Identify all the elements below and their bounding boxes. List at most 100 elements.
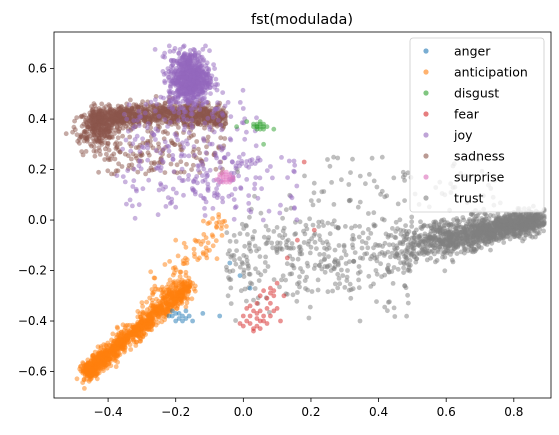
point-trust [331, 265, 336, 271]
point-trust [310, 202, 316, 208]
point-trust [419, 239, 425, 245]
point-trust [255, 270, 261, 275]
point-trust [446, 231, 452, 236]
point-anticipation [113, 364, 119, 370]
point-joy [130, 141, 136, 147]
point-anticipation [201, 232, 207, 237]
point-anticipation [141, 317, 147, 323]
point-sadness [208, 118, 214, 124]
point-joy [153, 97, 158, 102]
point-joy [188, 111, 194, 117]
point-trust [393, 247, 398, 253]
point-trust [227, 238, 233, 244]
point-trust [274, 248, 280, 254]
point-anticipation [156, 313, 161, 319]
point-trust [395, 266, 401, 272]
point-trust [317, 233, 322, 239]
point-trust [283, 207, 289, 213]
point-joy [177, 101, 182, 107]
point-sadness [72, 118, 77, 124]
point-joy [177, 89, 183, 95]
point-trust [263, 223, 269, 229]
point-trust [302, 173, 307, 179]
point-trust [446, 243, 451, 249]
point-anticipation [190, 280, 196, 286]
point-sadness [165, 109, 171, 115]
point-anticipation [150, 297, 155, 303]
point-trust [382, 304, 388, 310]
point-trust [350, 233, 356, 238]
point-sadness [133, 145, 139, 151]
point-trust [513, 220, 519, 226]
point-trust [504, 222, 509, 228]
point-trust [422, 231, 428, 237]
point-anticipation [139, 300, 145, 305]
point-joy [184, 99, 189, 105]
point-joy [215, 100, 221, 106]
point-trust [402, 198, 407, 204]
point-sadness [194, 139, 200, 144]
point-sadness [77, 140, 82, 146]
point-joy [202, 80, 208, 86]
point-sadness [119, 164, 125, 169]
point-anticipation [104, 351, 109, 357]
point-trust [438, 230, 443, 235]
point-trust [307, 304, 313, 310]
point-trust [315, 277, 321, 283]
point-sadness [116, 128, 121, 134]
point-anticipation [108, 363, 114, 369]
point-trust [308, 198, 314, 204]
point-trust [262, 268, 268, 274]
points-layer [63, 43, 547, 391]
point-sadness [92, 103, 98, 108]
point-sadness [103, 129, 109, 135]
point-trust [274, 225, 280, 230]
point-sadness [111, 121, 117, 126]
point-sadness [133, 153, 139, 159]
point-trust [366, 211, 371, 216]
point-joy [192, 86, 198, 92]
point-joy [204, 84, 209, 90]
point-trust [311, 180, 317, 186]
point-sadness [87, 110, 93, 116]
point-joy [188, 73, 194, 79]
point-joy [179, 80, 185, 86]
point-trust [496, 221, 502, 227]
point-anticipation [192, 288, 198, 294]
point-trust [438, 219, 444, 225]
point-sadness [174, 162, 180, 168]
point-joy [131, 166, 137, 172]
point-trust [267, 310, 272, 315]
point-trust [409, 224, 415, 229]
point-trust [427, 231, 433, 237]
point-joy [167, 120, 173, 125]
point-trust [467, 222, 473, 228]
point-anticipation [135, 319, 141, 325]
point-sadness [83, 149, 89, 154]
point-joy [167, 49, 173, 54]
point-trust [473, 241, 478, 247]
point-trust [286, 245, 292, 251]
point-trust [385, 308, 390, 314]
point-trust [231, 253, 237, 258]
point-anticipation [183, 255, 188, 261]
point-joy [176, 51, 182, 56]
point-trust [347, 198, 352, 204]
point-trust [261, 234, 267, 240]
point-trust [465, 227, 471, 232]
point-trust [319, 189, 325, 195]
point-anticipation [122, 342, 128, 347]
point-trust [247, 214, 252, 220]
point-trust [404, 231, 410, 237]
point-sadness [204, 144, 209, 150]
point-joy [130, 203, 135, 209]
point-trust [246, 265, 251, 271]
point-anticipation [156, 298, 162, 304]
point-trust [452, 246, 457, 252]
point-joy [182, 54, 188, 60]
point-sadness [112, 131, 117, 136]
point-trust [311, 190, 317, 196]
point-trust [237, 256, 243, 262]
point-anticipation [177, 297, 183, 303]
point-trust [407, 258, 413, 263]
